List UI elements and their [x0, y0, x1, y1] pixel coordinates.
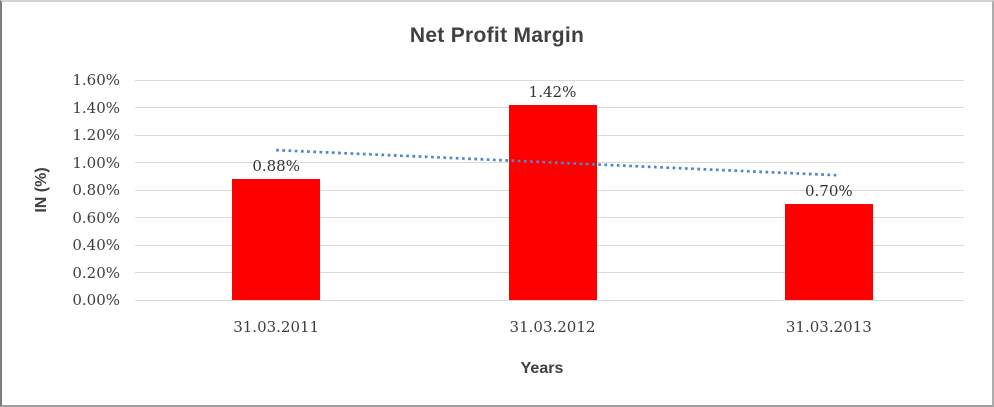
data-label: 0.88% — [252, 157, 300, 175]
y-tick-label: 0.20% — [72, 263, 120, 282]
chart-title: Net Profit Margin — [409, 24, 585, 47]
gridline — [135, 79, 964, 81]
data-label: 1.42% — [528, 82, 577, 101]
y-tick-label: 1.00% — [72, 153, 120, 172]
y-tick-label: 0.00% — [72, 291, 120, 309]
bar — [784, 203, 873, 300]
y-tick-label: 0.40% — [72, 236, 120, 254]
y-tick-label: 1.60% — [72, 71, 120, 89]
x-tick-label: 31.03.2011 — [233, 318, 320, 336]
data-label: 0.70% — [805, 181, 853, 200]
x-tick-label: 31.03.2013 — [785, 318, 872, 336]
bar — [232, 179, 321, 300]
y-tick-label: 0.60% — [72, 208, 120, 227]
y-tick-label: 1.20% — [72, 126, 120, 144]
x-axis-title: Years — [520, 360, 564, 377]
gridline — [135, 299, 964, 301]
bar — [508, 104, 597, 300]
y-tick-label: 1.40% — [72, 98, 120, 117]
x-tick-label: 31.03.2012 — [509, 318, 596, 336]
y-tick-label: 0.80% — [72, 181, 120, 199]
